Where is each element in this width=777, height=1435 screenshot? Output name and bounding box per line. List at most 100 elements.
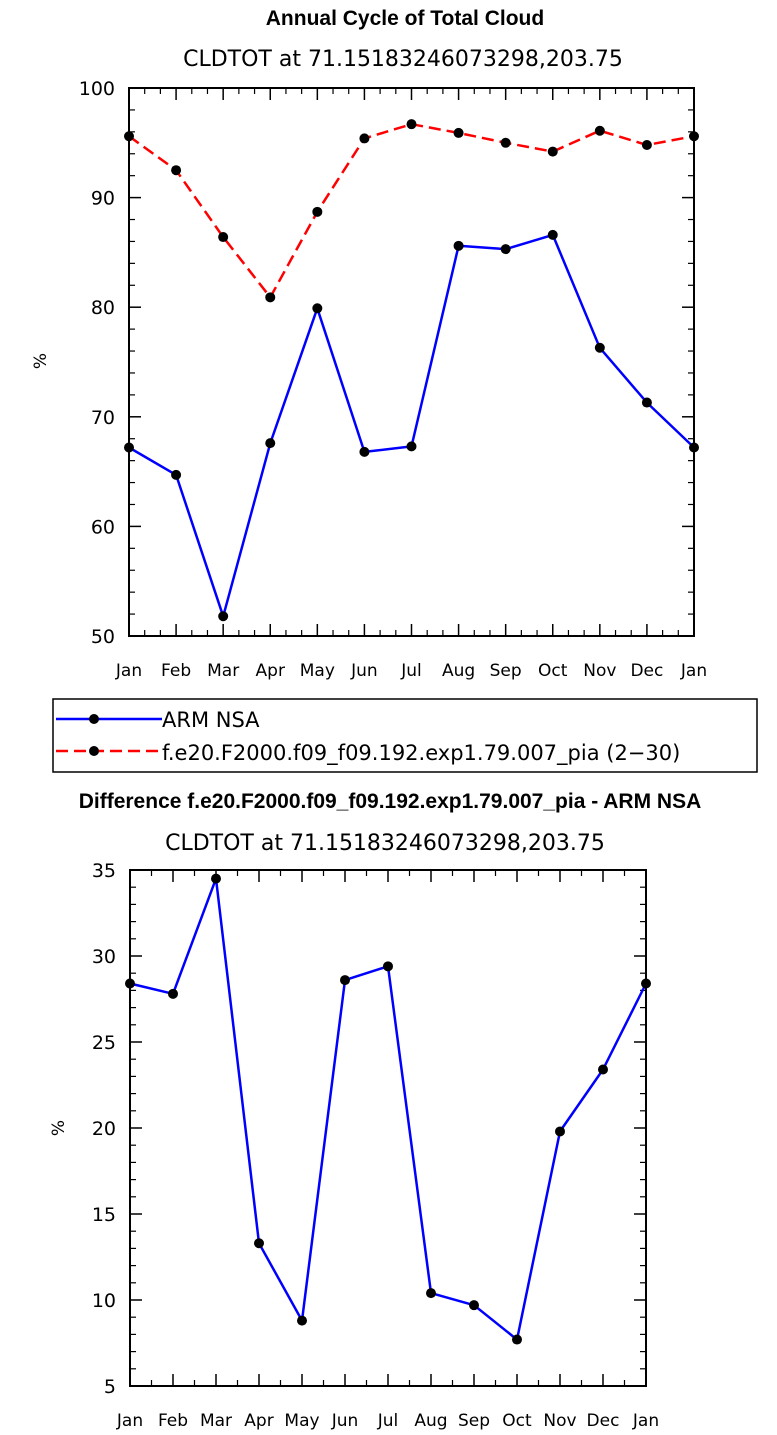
xtick-label: Aug bbox=[442, 661, 475, 681]
data-point bbox=[218, 611, 229, 622]
xtick-label: Feb bbox=[158, 1411, 188, 1431]
data-point bbox=[265, 292, 276, 303]
ytick-label: 100 bbox=[79, 78, 115, 100]
data-point bbox=[512, 1334, 522, 1345]
xtick-label: Jun bbox=[350, 661, 378, 681]
data-point bbox=[547, 229, 558, 240]
series-line-0 bbox=[128, 233, 695, 618]
legend-label-arm-nsa: ARM NSA bbox=[162, 708, 260, 732]
series-line-0 bbox=[129, 877, 648, 1341]
xtick-label: Mar bbox=[200, 1411, 232, 1431]
xtick-label: May bbox=[300, 661, 335, 681]
xtick-label: Sep bbox=[458, 1411, 490, 1431]
xtick-label: Jan bbox=[632, 1411, 659, 1431]
xtick-label: Jun bbox=[331, 1411, 359, 1431]
chart1-legend: ARM NSA f.e20.F2000.f09_f09.192.exp1.79.… bbox=[52, 698, 758, 773]
chart1-axes bbox=[128, 87, 695, 637]
chart1-ytick-labels: 50 60 70 80 90 100 bbox=[79, 78, 115, 648]
chart1-xtick-labels: Jan Feb Mar Apr May Jun Jul Aug Sep Oct Nov Dec Jan bbox=[115, 661, 707, 681]
chart1-subtitle: CLDTOT at 71.15183246073298,203.75 bbox=[183, 47, 623, 72]
ytick-label: 90 bbox=[91, 188, 115, 210]
xtick-label: Feb bbox=[161, 661, 191, 681]
data-point bbox=[211, 873, 221, 884]
xtick-label: Jan bbox=[116, 1411, 143, 1431]
data-point bbox=[500, 244, 511, 255]
xtick-label: Dec bbox=[587, 1411, 620, 1431]
xtick-label: Oct bbox=[502, 1411, 532, 1431]
data-point bbox=[469, 1300, 479, 1311]
ytick-label: 50 bbox=[91, 626, 115, 648]
xtick-label: Dec bbox=[630, 661, 663, 681]
data-point bbox=[594, 342, 605, 353]
xtick-label: Nov bbox=[583, 661, 616, 681]
ytick-label: 15 bbox=[92, 1204, 116, 1226]
xtick-label: Aug bbox=[414, 1411, 447, 1431]
xtick-label: Jul bbox=[400, 661, 422, 681]
data-point bbox=[426, 1288, 436, 1299]
data-point bbox=[500, 137, 511, 148]
ytick-label: 60 bbox=[91, 516, 115, 538]
chart2-title: Difference f.e20.F2000.f09_f09.192.exp1.… bbox=[79, 790, 702, 813]
legend-label-model: f.e20.F2000.f09_f09.192.exp1.79.007_pia … bbox=[162, 741, 680, 766]
chart2-ylabel: % bbox=[49, 1120, 69, 1136]
chart2-subtitle: CLDTOT at 71.15183246073298,203.75 bbox=[165, 831, 605, 856]
chart1-frame bbox=[128, 87, 695, 637]
ytick-label: 80 bbox=[91, 297, 115, 319]
data-point bbox=[218, 232, 229, 243]
ytick-label: 20 bbox=[92, 1118, 116, 1140]
xtick-label: Jan bbox=[680, 661, 707, 681]
series-line-1 bbox=[128, 122, 695, 299]
ytick-label: 10 bbox=[92, 1290, 116, 1312]
xtick-label: Apr bbox=[244, 1411, 273, 1431]
annual-cycle-chart: Annual Cycle of Total Cloud CLDTOT at 71… bbox=[31, 7, 707, 681]
data-point bbox=[453, 240, 464, 251]
xtick-label: Jan bbox=[115, 661, 142, 681]
ytick-label: 70 bbox=[91, 407, 115, 429]
data-point bbox=[594, 125, 605, 136]
legend-marker-arm-nsa bbox=[89, 714, 99, 724]
data-point bbox=[168, 988, 178, 999]
chart2-axes bbox=[129, 869, 647, 1387]
data-point bbox=[383, 961, 393, 972]
data-point bbox=[254, 1238, 264, 1249]
data-point bbox=[297, 1315, 307, 1326]
legend-marker-model bbox=[89, 746, 99, 756]
xtick-label: Sep bbox=[490, 661, 522, 681]
data-point bbox=[641, 397, 652, 408]
xtick-label: Mar bbox=[207, 661, 239, 681]
ytick-label: 35 bbox=[92, 860, 116, 882]
data-point bbox=[641, 139, 652, 150]
data-point bbox=[406, 441, 417, 452]
chart2-ytick-labels: 5 10 15 20 25 30 35 bbox=[92, 860, 116, 1398]
chart2-series bbox=[125, 873, 651, 1345]
chart1-title: Annual Cycle of Total Cloud bbox=[266, 7, 544, 30]
ytick-label: 30 bbox=[92, 946, 116, 968]
data-point bbox=[312, 303, 323, 314]
data-point bbox=[171, 165, 182, 176]
xtick-label: Apr bbox=[256, 661, 285, 681]
chart1-series bbox=[124, 119, 699, 622]
data-point bbox=[340, 975, 350, 986]
ytick-label: 5 bbox=[104, 1376, 116, 1398]
data-point bbox=[547, 146, 558, 157]
data-point bbox=[359, 446, 370, 457]
data-point bbox=[598, 1064, 608, 1075]
chart1-ylabel: % bbox=[31, 353, 51, 369]
legend-box bbox=[52, 698, 758, 773]
data-point bbox=[406, 119, 417, 130]
xtick-label: May bbox=[284, 1411, 319, 1431]
xtick-label: Nov bbox=[543, 1411, 576, 1431]
data-point bbox=[555, 1126, 565, 1137]
data-point bbox=[312, 206, 323, 217]
data-point bbox=[265, 438, 276, 449]
data-point bbox=[359, 133, 370, 144]
data-point bbox=[453, 127, 464, 138]
difference-chart: Difference f.e20.F2000.f09_f09.192.exp1.… bbox=[49, 790, 701, 1431]
ytick-label: 25 bbox=[92, 1032, 116, 1054]
data-point bbox=[171, 469, 182, 480]
xtick-label: Oct bbox=[538, 661, 568, 681]
chart2-frame bbox=[129, 869, 647, 1387]
xtick-label: Jul bbox=[377, 1411, 399, 1431]
chart2-xtick-labels: Jan Feb Mar Apr May Jun Jul Aug Sep Oct Nov Dec Jan bbox=[116, 1411, 659, 1431]
